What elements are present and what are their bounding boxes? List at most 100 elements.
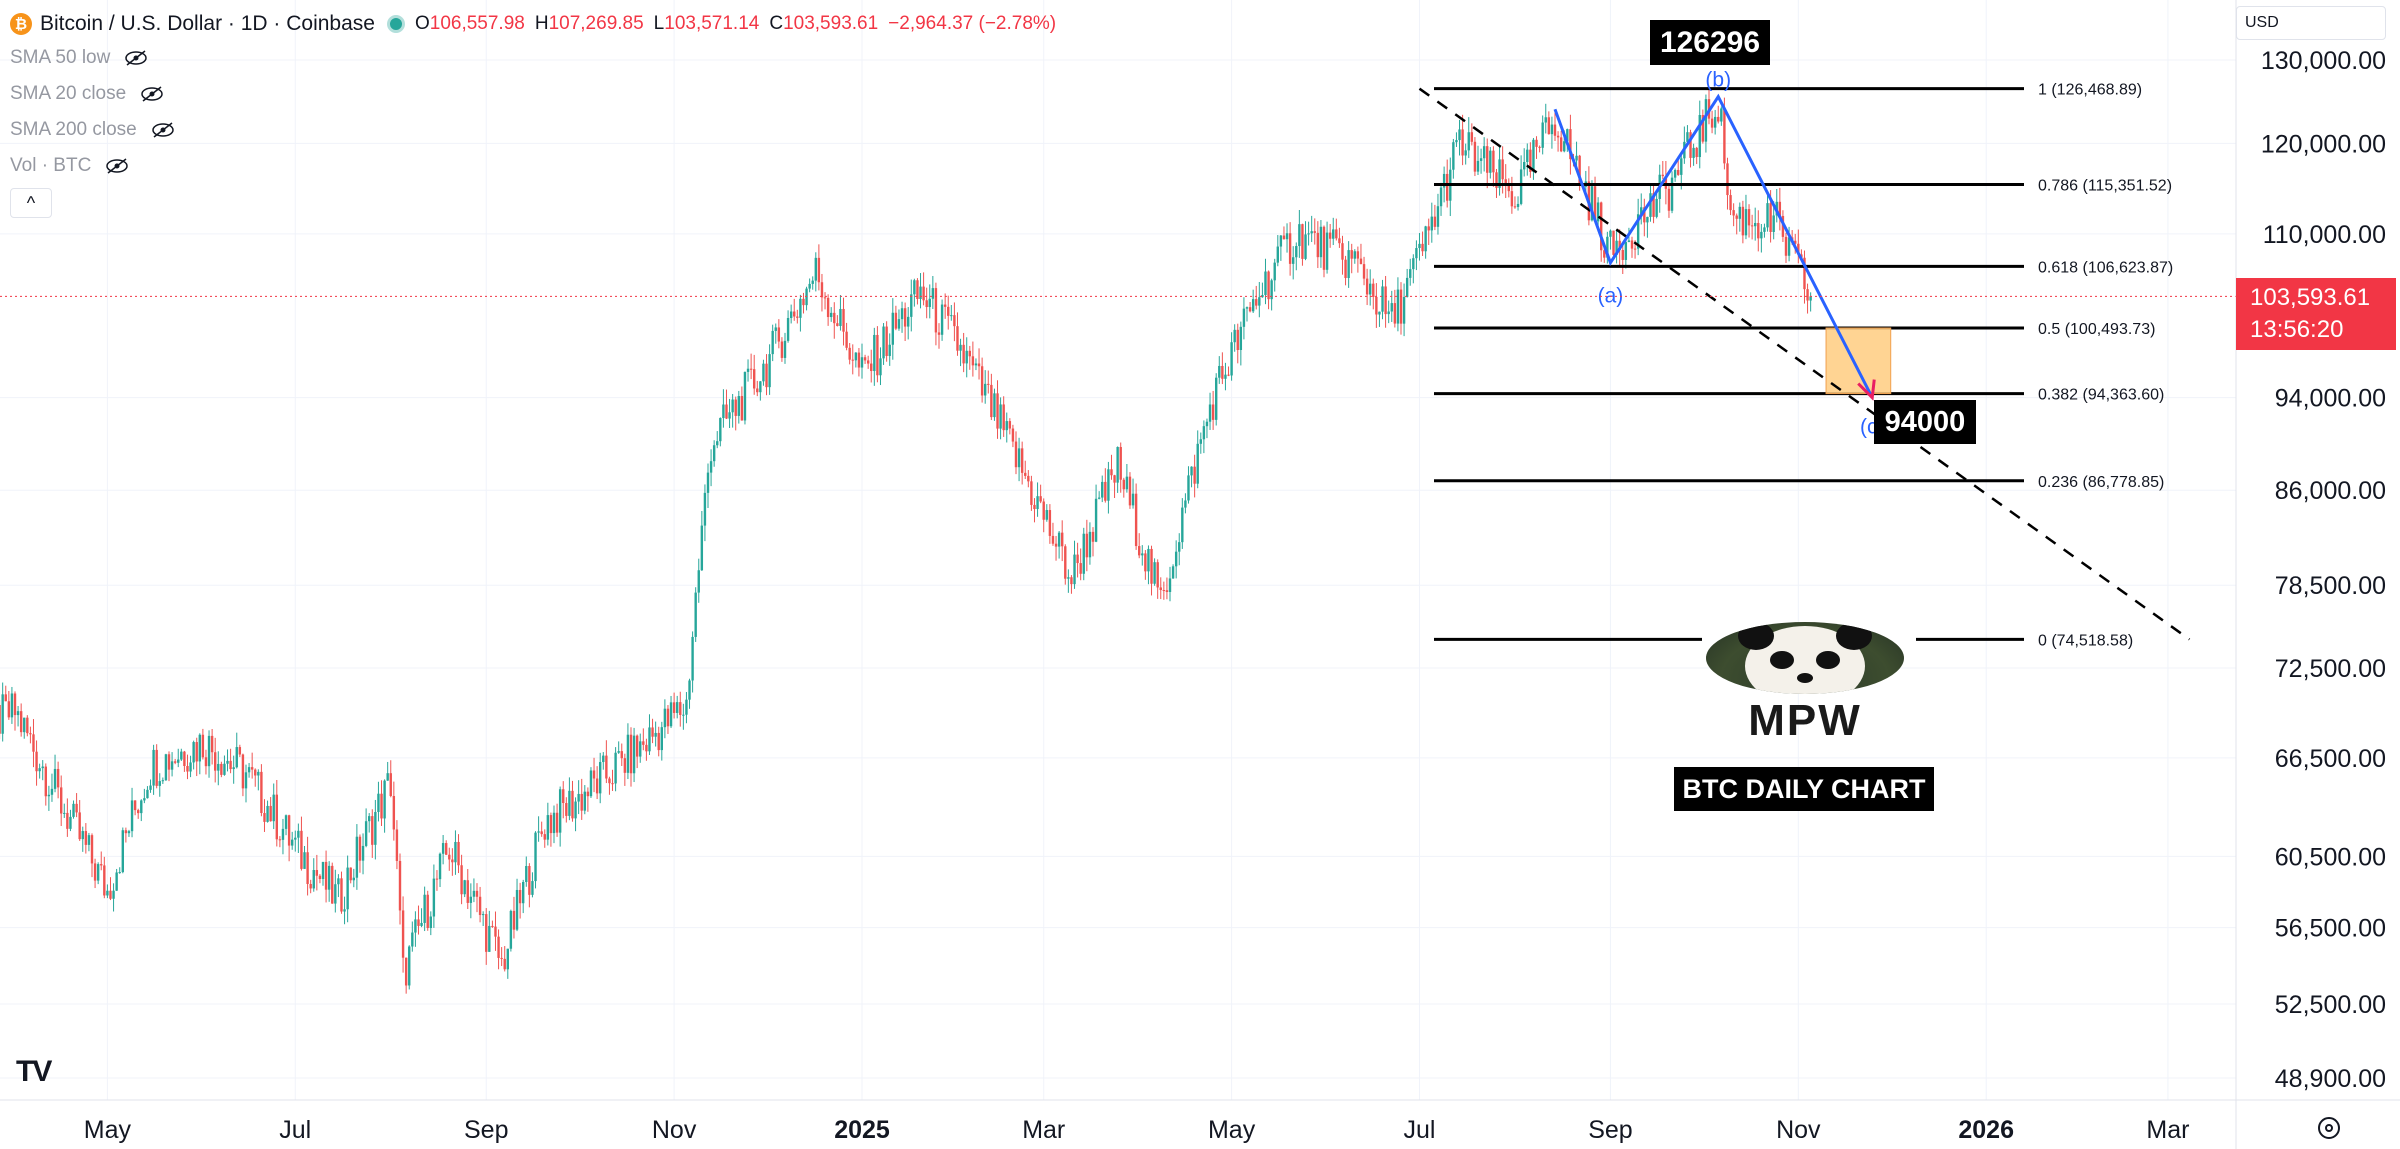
candle (1529, 142, 1532, 178)
price-tick-label: 60,500.00 (2275, 843, 2386, 871)
fibonacci-levels[interactable]: 1 (126,468.89) 0.786 (115,351.52) 0.618 (1… (1434, 82, 2173, 650)
candle (1372, 278, 1375, 310)
time-tick-label: Nov (652, 1116, 697, 1144)
symbol-title[interactable]: Bitcoin / U.S. Dollar · 1D · Coinbase (40, 12, 375, 35)
candle (1107, 461, 1110, 514)
candle (272, 783, 275, 830)
candle (180, 748, 183, 762)
candle (500, 947, 503, 967)
fib-label: 1 (126,468.89) (2038, 82, 2142, 99)
candle (706, 463, 710, 509)
candle (894, 305, 898, 331)
candle (1014, 431, 1018, 475)
candle (614, 747, 617, 792)
candle (897, 309, 901, 331)
candle (118, 867, 121, 874)
indicator-sma200[interactable]: SMA 200 close (10, 112, 1066, 148)
candle (749, 353, 753, 380)
candle (103, 856, 106, 899)
tradingview-logo[interactable]: TV (16, 1055, 52, 1088)
candle (1159, 577, 1162, 600)
candle (1519, 155, 1523, 206)
candle (1387, 300, 1390, 324)
candle (1775, 188, 1778, 223)
candle (217, 751, 220, 786)
fib-label: 0.5 (100,493.73) (2038, 321, 2155, 338)
candle (648, 714, 651, 755)
candle (1270, 278, 1273, 311)
candle (546, 802, 550, 846)
candle (1424, 225, 1427, 259)
candle (1415, 240, 1418, 271)
dashed-trendline[interactable] (1418, 87, 2191, 641)
indicator-sma50[interactable]: SMA 50 low (10, 40, 1066, 76)
candle (1492, 146, 1495, 187)
candle (177, 748, 180, 768)
candle (1375, 283, 1378, 328)
candle (848, 343, 851, 365)
candle (60, 775, 63, 827)
candle (632, 727, 636, 783)
candle (620, 743, 623, 767)
candle (679, 691, 682, 727)
candle (173, 758, 177, 765)
candle (189, 755, 192, 778)
candle (1067, 569, 1070, 593)
candle (879, 347, 882, 386)
candle (703, 484, 707, 542)
collapse-legend-button[interactable]: ^ (10, 188, 52, 218)
candle (1008, 418, 1012, 435)
candle (586, 787, 590, 812)
candle (811, 276, 814, 290)
candle (1378, 311, 1381, 327)
abc-pattern[interactable] (1553, 93, 1874, 399)
hidden-eye-icon[interactable] (151, 122, 175, 138)
target-zone[interactable] (1825, 327, 1892, 395)
grid (0, 0, 2236, 1100)
hidden-eye-icon[interactable] (124, 50, 148, 66)
time-axis[interactable]: May Jul Sep Nov 2025 Mar May Jul Sep Nov 2026 Mar (84, 1116, 2190, 1144)
candle (1744, 194, 1748, 240)
fib-label: 0 (74,518.58) (2038, 632, 2133, 649)
candle (916, 278, 919, 305)
candle (1036, 482, 1039, 517)
candle (974, 358, 978, 371)
candle (1335, 218, 1338, 241)
settings-gear-icon[interactable] (2318, 1117, 2340, 1139)
candle (1541, 115, 1544, 155)
indicator-volume[interactable]: Vol · BTC (10, 148, 1066, 184)
candle (947, 295, 950, 330)
candle (1193, 454, 1196, 498)
candle (475, 883, 479, 913)
candle (774, 323, 777, 344)
chart-legend: ₿ Bitcoin / U.S. Dollar · 1D · Coinbase … (10, 8, 1066, 218)
candle (1559, 130, 1563, 153)
time-tick-label: Mar (1022, 1116, 1065, 1144)
candle (463, 879, 466, 898)
candle (355, 824, 359, 890)
candle (1439, 182, 1443, 216)
candle (481, 911, 485, 927)
candle (386, 761, 389, 781)
currency-selector[interactable]: USD (2236, 6, 2386, 40)
candle (318, 874, 322, 884)
candle (1353, 249, 1356, 264)
candle (1729, 189, 1732, 216)
candle (734, 396, 737, 431)
hidden-eye-icon[interactable] (140, 86, 164, 102)
candle (309, 879, 312, 894)
candle (1803, 250, 1806, 304)
candle (1242, 297, 1246, 340)
candle (623, 753, 627, 786)
candle (1365, 268, 1369, 306)
price-tick-label: 78,500.00 (2275, 572, 2386, 600)
hidden-eye-icon[interactable] (105, 158, 129, 174)
price-axis[interactable]: 130,000.00 120,000.00 110,000.00 94,000.00 8… (2261, 47, 2386, 1093)
fib-label: 0.382 (94,363.60) (2038, 387, 2164, 404)
candle (1809, 292, 1812, 312)
candle (72, 800, 75, 819)
indicator-sma20[interactable]: SMA 20 close (10, 76, 1066, 112)
candle (426, 890, 429, 931)
candle (1504, 164, 1507, 199)
